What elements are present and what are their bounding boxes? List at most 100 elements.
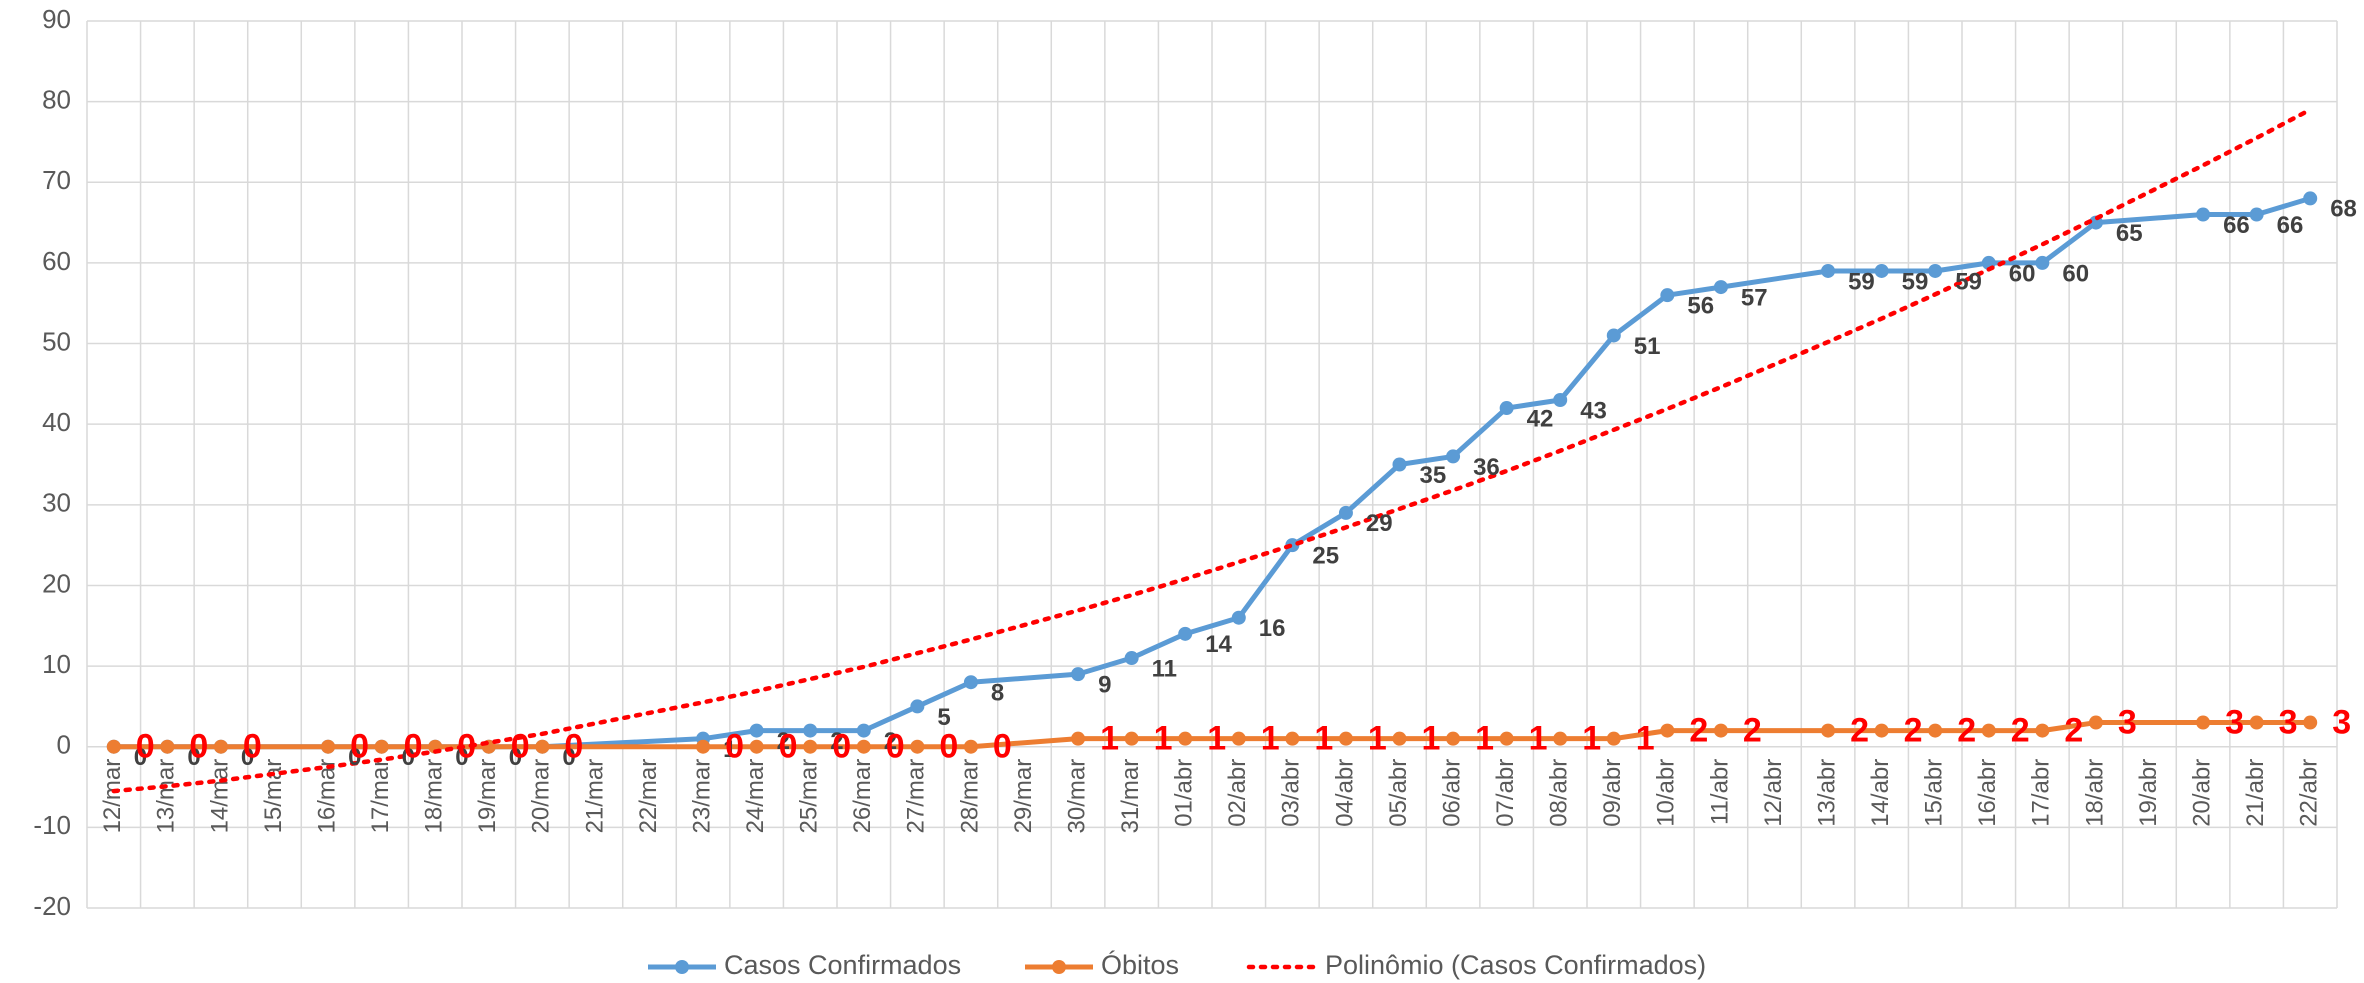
marker: [910, 699, 925, 714]
x-tick-label: 24/mar: [742, 759, 769, 834]
x-tick-label: 17/abr: [2028, 759, 2055, 827]
marker: [803, 739, 818, 754]
data-label: 3: [2332, 704, 2351, 742]
y-tick-label: 30: [42, 488, 71, 518]
x-tick-label: 18/mar: [421, 759, 448, 834]
marker: [1553, 731, 1568, 746]
x-tick-label: 05/abr: [1385, 759, 1412, 827]
x-tick-label: 14/mar: [206, 759, 233, 834]
x-tick-label: 02/abr: [1224, 759, 1251, 827]
data-label: 2: [2011, 712, 2030, 750]
x-tick-label: 06/abr: [1438, 759, 1465, 827]
y-tick-label: 50: [42, 326, 71, 356]
data-label: 1: [1529, 720, 1548, 758]
marker: [1660, 288, 1675, 303]
y-tick-label: 0: [57, 730, 71, 760]
data-label: 9: [1098, 671, 1111, 698]
marker: [1713, 723, 1728, 738]
data-label: 56: [1687, 293, 1714, 320]
data-label: 0: [136, 728, 155, 766]
data-label: 0: [243, 728, 262, 766]
data-label: 1: [1261, 720, 1280, 758]
marker: [803, 723, 818, 738]
data-label: 2: [2064, 712, 2083, 750]
marker: [2196, 715, 2211, 730]
data-label: 1: [1207, 720, 1226, 758]
x-tick-label: 22/abr: [2296, 759, 2323, 827]
data-label: 3: [2118, 704, 2137, 742]
marker: [2249, 207, 2264, 222]
data-label: 0: [348, 744, 361, 771]
marker: [1821, 263, 1836, 278]
data-label: 25: [1312, 542, 1339, 569]
data-label: 0: [404, 728, 423, 766]
marker: [1392, 731, 1407, 746]
data-label: 0: [886, 728, 905, 766]
data-label: 11: [1152, 655, 1177, 682]
legend-marker: [675, 960, 689, 974]
data-label: 29: [1366, 510, 1393, 537]
series-line: [111, 107, 2313, 794]
x-tick-label: 03/abr: [1278, 759, 1305, 827]
data-label: 0: [134, 744, 147, 771]
marker: [2249, 715, 2264, 730]
x-tick-label: 13/mar: [153, 759, 180, 834]
marker: [2035, 723, 2050, 738]
x-tick-label: 30/mar: [1063, 759, 1090, 834]
legend-marker: [1052, 960, 1066, 974]
marker: [749, 739, 764, 754]
marker: [910, 739, 925, 754]
x-tick-label: 11/abr: [1706, 759, 1733, 825]
data-label: 2: [1904, 712, 1923, 750]
marker: [321, 739, 336, 754]
x-tick-label: 31/mar: [1117, 759, 1144, 834]
x-tick-label: 18/abr: [2081, 759, 2108, 827]
data-label: 1: [1582, 720, 1601, 758]
data-label: 2: [1743, 712, 1762, 750]
marker: [2035, 255, 2050, 270]
x-tick-label: 21/abr: [2242, 759, 2269, 827]
data-label: 57: [1741, 284, 1768, 311]
x-tick-label: 12/mar: [99, 759, 126, 834]
data-label: 1: [1422, 720, 1441, 758]
marker: [106, 739, 121, 754]
x-tick-label: 20/mar: [528, 759, 555, 834]
data-label: 14: [1205, 631, 1232, 658]
data-label: 16: [1259, 615, 1286, 642]
marker: [1338, 731, 1353, 746]
data-label: 0: [509, 744, 522, 771]
y-tick-label: 70: [42, 165, 71, 195]
marker: [1874, 263, 1889, 278]
marker: [1231, 610, 1246, 625]
marker: [1606, 731, 1621, 746]
marker: [1928, 723, 1943, 738]
marker: [963, 675, 978, 690]
data-label: 0: [189, 728, 208, 766]
data-label: 59: [1902, 268, 1929, 295]
x-tick-label: 21/mar: [581, 759, 608, 834]
marker: [856, 739, 871, 754]
data-label: 8: [991, 680, 1004, 707]
marker: [1499, 731, 1514, 746]
marker: [1713, 280, 1728, 295]
marker: [696, 739, 711, 754]
marker: [2303, 715, 2318, 730]
data-label: 0: [993, 728, 1012, 766]
data-label: 1: [1314, 720, 1333, 758]
data-label: 5: [937, 704, 950, 731]
y-tick-label: -10: [33, 810, 71, 840]
y-tick-label: 40: [42, 407, 71, 437]
marker: [1981, 723, 1996, 738]
x-tick-label: 22/mar: [635, 759, 662, 834]
marker: [1553, 392, 1568, 407]
data-label: 1: [1100, 720, 1119, 758]
data-label: 1: [1154, 720, 1173, 758]
data-label: 0: [187, 744, 200, 771]
data-label: 2: [830, 728, 843, 755]
data-label: 0: [455, 744, 468, 771]
data-label: 3: [2279, 704, 2298, 742]
marker: [1446, 449, 1461, 464]
marker: [1124, 731, 1139, 746]
data-label: 0: [350, 728, 369, 766]
x-tick-label: 15/abr: [1921, 759, 1948, 827]
